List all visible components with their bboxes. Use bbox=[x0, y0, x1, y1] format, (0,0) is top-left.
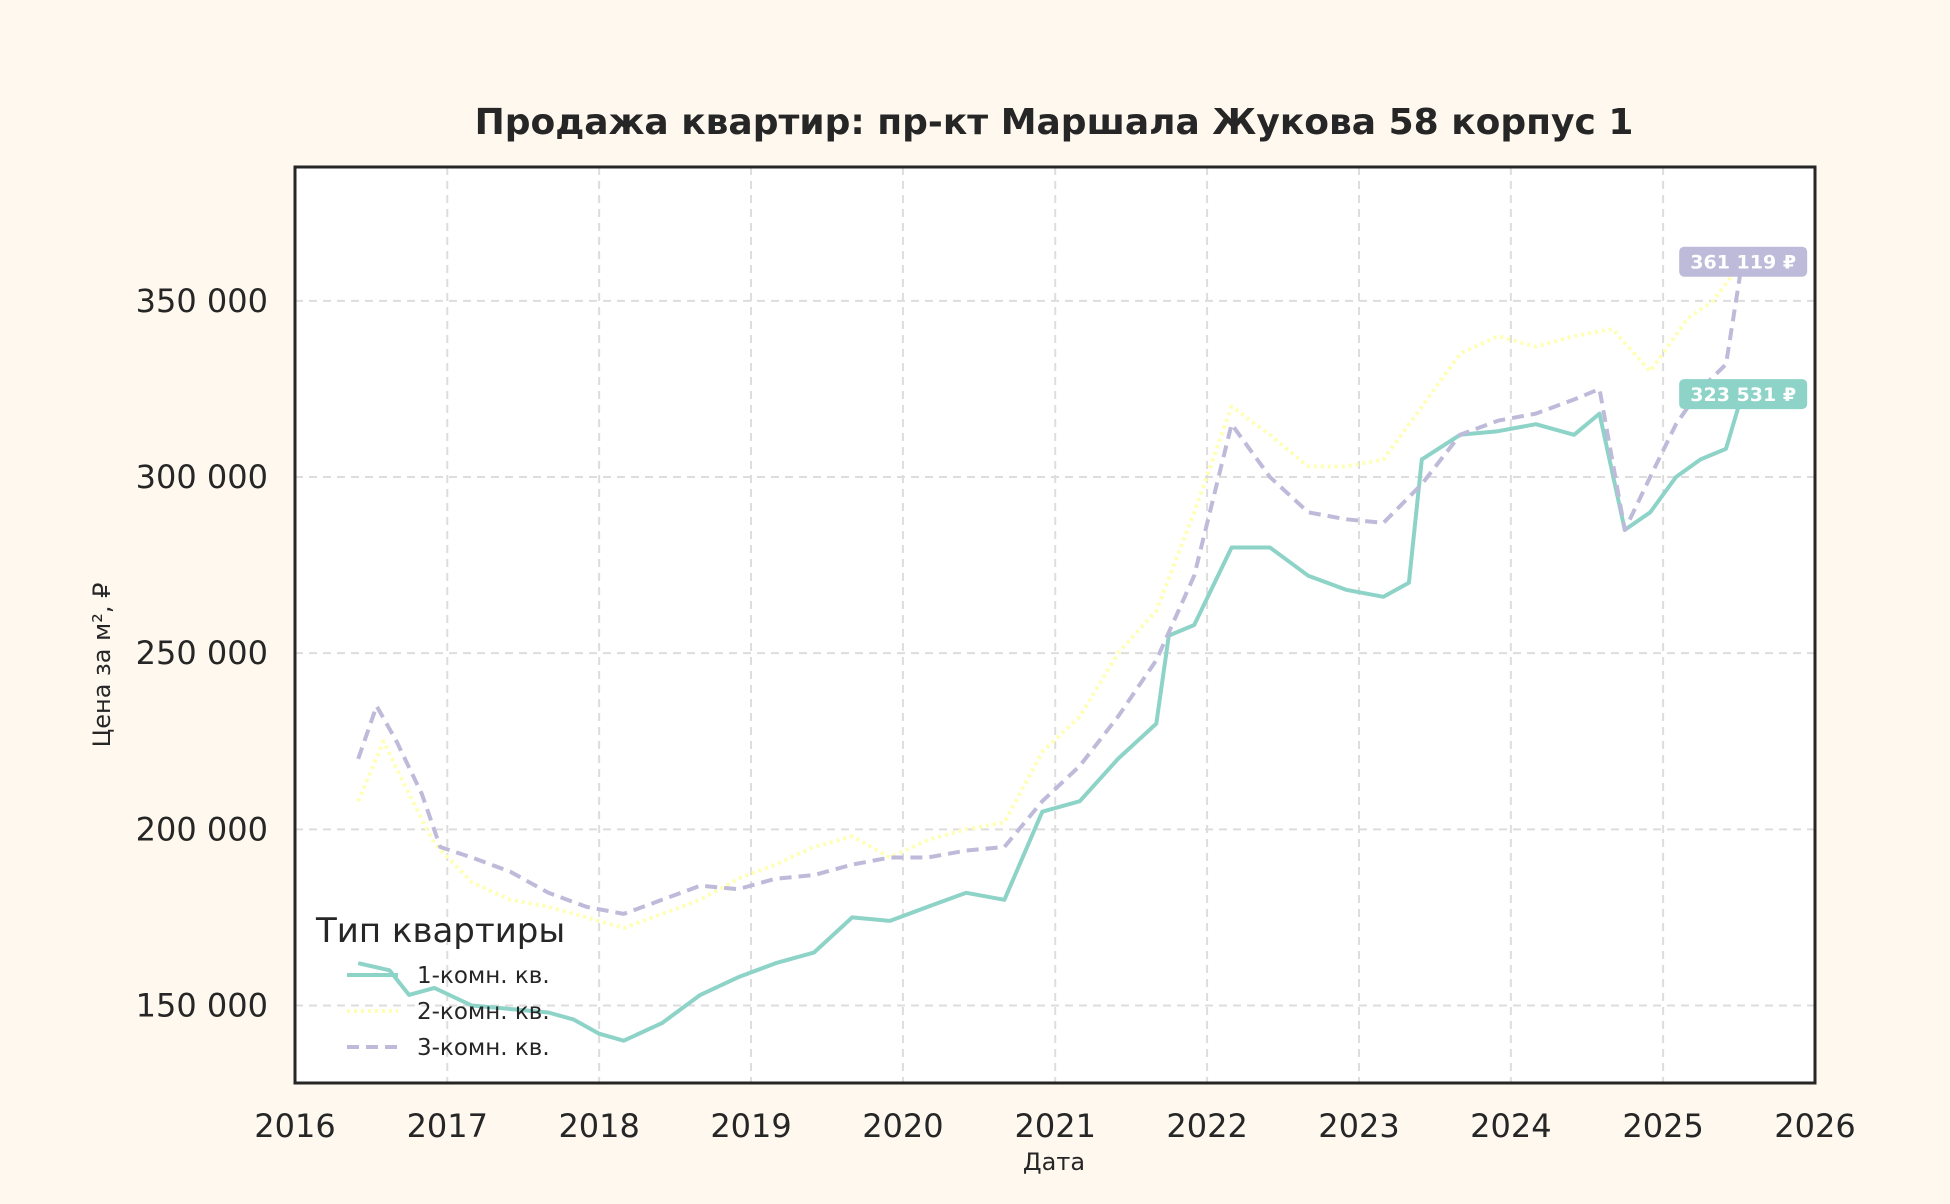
legend: Тип квартиры 1-комн. кв. 2-комн. кв. 3-ком… bbox=[315, 911, 565, 1061]
x-tick-label: 2020 bbox=[862, 1107, 943, 1145]
y-tick-label: 350 000 bbox=[136, 282, 268, 320]
x-axis-ticks: 2016 2017 2018 2019 2020 2021 2022 2023 2024 2025… bbox=[254, 1107, 1855, 1145]
legend-entry-label: 1-комн. кв. bbox=[417, 963, 550, 989]
legend-title: Тип квартиры bbox=[315, 911, 565, 951]
value-annotations: 361 119 ₽ 323 531 ₽ bbox=[1679, 246, 1808, 410]
y-tick-label: 250 000 bbox=[136, 634, 268, 672]
x-tick-label: 2017 bbox=[407, 1107, 488, 1145]
series-line-3 bbox=[356, 261, 1745, 916]
series-line-2 bbox=[356, 260, 1744, 930]
x-tick-label: 2025 bbox=[1622, 1107, 1703, 1145]
y-axis-ticks: 150 000 200 000 250 000 300 000 350 000 bbox=[136, 282, 268, 1025]
x-tick-label: 2018 bbox=[558, 1107, 639, 1145]
annotation-box bbox=[1679, 379, 1808, 410]
annotation-label: 323 531 ₽ bbox=[1690, 384, 1796, 406]
legend-entry-label: 2-комн. кв. bbox=[417, 999, 550, 1025]
series-lines bbox=[356, 260, 1745, 1043]
x-tick-label: 2019 bbox=[710, 1107, 791, 1145]
x-tick-label: 2022 bbox=[1166, 1107, 1247, 1145]
y-axis-label: Цена за м², ₽ bbox=[88, 583, 116, 748]
x-axis-label: Дата bbox=[1023, 1148, 1085, 1176]
x-tick-label: 2016 bbox=[254, 1107, 335, 1145]
x-tick-label: 2021 bbox=[1014, 1107, 1095, 1145]
y-tick-label: 150 000 bbox=[136, 986, 268, 1024]
annotation-box bbox=[1679, 246, 1808, 277]
legend-entry-label: 3-комн. кв. bbox=[417, 1035, 550, 1061]
chart-title: Продажа квартир: пр-кт Маршала Жукова 58… bbox=[475, 102, 1634, 143]
y-tick-label: 200 000 bbox=[136, 810, 268, 848]
annotation-label: 361 119 ₽ bbox=[1690, 252, 1796, 274]
x-tick-label: 2026 bbox=[1774, 1107, 1855, 1145]
x-tick-label: 2024 bbox=[1470, 1107, 1551, 1145]
x-tick-label: 2023 bbox=[1318, 1107, 1399, 1145]
y-tick-label: 300 000 bbox=[136, 458, 268, 496]
plot-frame bbox=[293, 165, 1817, 1085]
series-line-1 bbox=[357, 393, 1745, 1043]
